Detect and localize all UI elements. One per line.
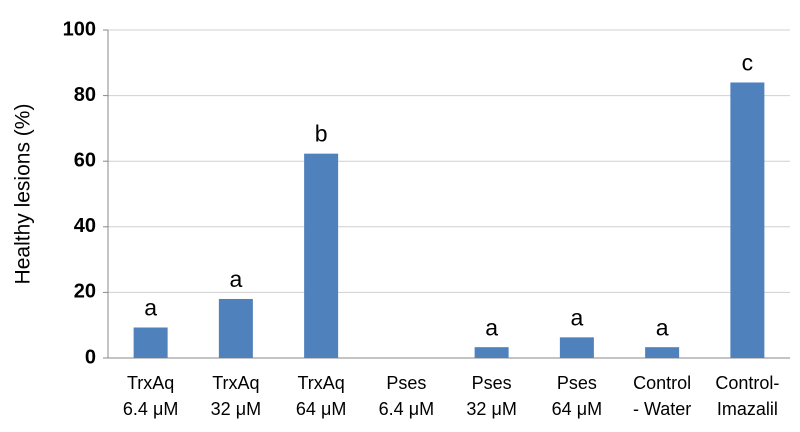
significance-letter: c [742,50,754,76]
y-tick-label: 20 [74,281,96,303]
x-tick-label: 32 μM [211,399,261,419]
bar [645,347,680,358]
bar [559,337,594,358]
significance-letter: a [656,314,669,340]
x-tick-label: TrxAq [212,373,259,393]
x-tick-label: Imazalil [717,399,778,419]
y-tick-label: 80 [74,84,96,106]
x-tick-label: Pses [472,373,512,393]
x-tick-label: Control- [715,373,779,393]
y-tick-label: 0 [85,346,96,368]
x-tick-label: 6.4 μM [379,399,434,419]
x-tick-label: - Water [633,399,691,419]
bar [304,153,339,358]
x-tick-label: 64 μM [552,399,602,419]
significance-letter: a [485,314,498,340]
x-tick-label: Pses [386,373,426,393]
x-tick-label: 64 μM [296,399,346,419]
significance-letter: a [570,304,583,330]
x-tick-label: TrxAq [127,373,174,393]
y-tick-label: 100 [63,18,96,40]
significance-letter: a [144,295,157,321]
x-tick-label: Control [633,373,691,393]
x-tick-label: 32 μM [466,399,516,419]
x-tick-label: 6.4 μM [123,399,178,419]
x-tick-label: TrxAq [297,373,344,393]
x-tick-label: Pses [557,373,597,393]
y-tick-label: 40 [74,215,96,237]
significance-letter: b [315,121,328,147]
bar [133,327,168,358]
significance-letter: a [229,266,242,292]
y-tick-label: 60 [74,149,96,171]
bar [730,82,765,358]
y-axis-title: Healthy lesions (%) [12,104,35,285]
bar [218,298,253,358]
bar [474,347,509,358]
